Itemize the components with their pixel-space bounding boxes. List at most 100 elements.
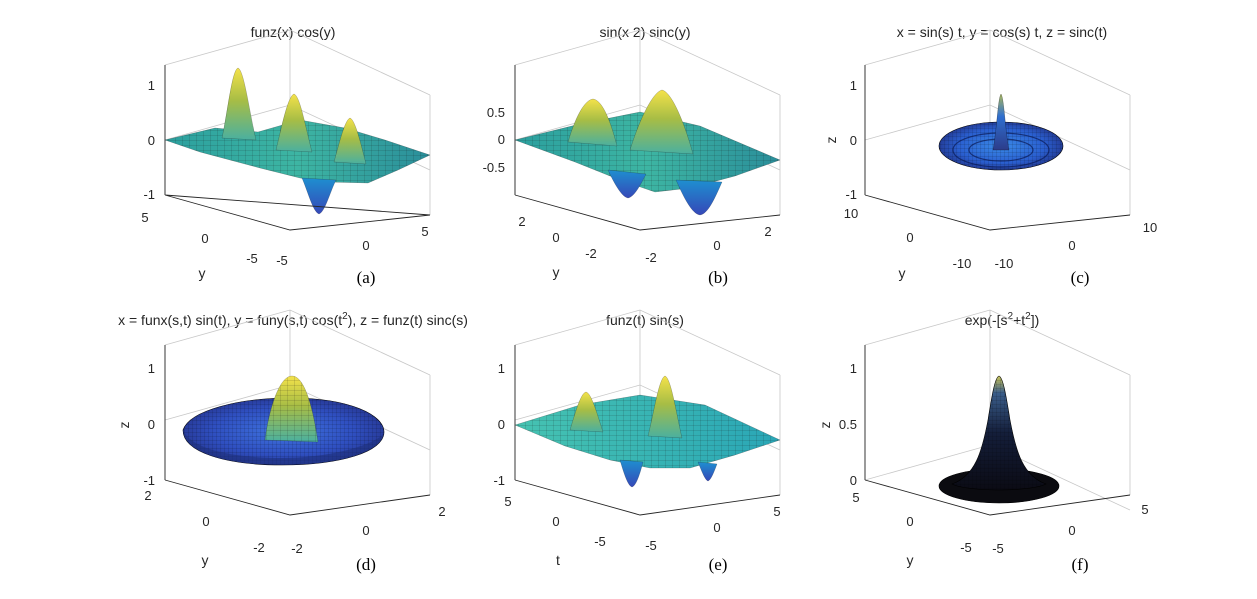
panel-label-c: (c) (1071, 268, 1090, 287)
axes-a: 1 0 -1 5 0 -5 -5 0 5 y (141, 65, 431, 281)
xtick-d-3: 2 (438, 504, 445, 519)
zlabel-f: z (817, 422, 833, 429)
surface-b (514, 89, 781, 216)
trough-b2 (675, 179, 723, 216)
axes-b: 0.5 0 -0.5 2 0 -2 -2 0 2 y (483, 65, 781, 280)
ytick-d-3: -2 (253, 540, 265, 555)
peak-c (992, 93, 1010, 151)
axes-d: 1 0 -1 z 2 0 -2 -2 0 2 y (116, 345, 446, 568)
axes-e: 1 0 -1 5 0 -5 -5 0 5 t (493, 345, 781, 568)
surface-a (164, 67, 431, 215)
trough-a (301, 177, 337, 215)
ztick-e-2: 0 (498, 417, 505, 432)
ytick-a-2: 0 (201, 231, 208, 246)
ztick-d-2: 0 (148, 417, 155, 432)
title-f: exp(-[s2+t2]) (965, 311, 1040, 328)
ztick-c-2: 0 (850, 133, 857, 148)
ylabel-f: y (907, 552, 914, 568)
zlabel-c: z (823, 137, 839, 144)
peak-b1 (567, 98, 618, 147)
ylabel-a: y (199, 265, 206, 281)
ytick-d-2: 0 (202, 514, 209, 529)
ytick-e-1: 5 (504, 494, 511, 509)
ztick-f-2: 0.5 (839, 417, 857, 432)
peak-a1 (221, 67, 257, 141)
xtick-a-2: 0 (362, 238, 369, 253)
ylabel-d: y (202, 552, 209, 568)
ztick-b-1: 0.5 (487, 105, 505, 120)
ytick-e-3: -5 (594, 534, 606, 549)
ztick-f-3: 0 (850, 473, 857, 488)
xtick-f-2: 0 (1068, 523, 1075, 538)
panel-label-e: (e) (709, 555, 728, 574)
ytick-f-1: 5 (852, 490, 859, 505)
ytick-e-2: 0 (552, 514, 559, 529)
trough-b1 (607, 169, 647, 199)
title-e: funz(t) sin(s) (606, 312, 684, 328)
ztick-c-3: -1 (845, 187, 857, 202)
xtick-c-2: 0 (1068, 238, 1075, 253)
xtick-e-1: -5 (645, 538, 657, 553)
box-c (864, 29, 1131, 215)
panel-label-d: (d) (356, 555, 376, 574)
peak-e2 (647, 375, 683, 439)
title-a: funz(x) cos(y) (251, 24, 336, 40)
subplot-c: x = sin(s) t, y = cos(s) t, z = sinc(t) … (823, 24, 1157, 287)
ytick-f-3: -5 (960, 540, 972, 555)
panel-label-f: (f) (1072, 555, 1089, 574)
subplot-b: sin(x 2) sinc(y) 0.5 0 -0.5 2 0 -2 -2 0 … (483, 24, 781, 287)
xtick-a-1: -5 (276, 253, 288, 268)
zlabel-d: z (116, 422, 132, 429)
surface-d (182, 375, 385, 466)
title-c: x = sin(s) t, y = cos(s) t, z = sinc(t) (897, 24, 1107, 40)
subplot-e: funz(t) sin(s) 1 0 -1 5 0 -5 -5 0 5 t (e… (493, 309, 781, 574)
trough-e1 (619, 459, 644, 488)
ztick-d-3: -1 (143, 473, 155, 488)
xtick-a-3: 5 (421, 224, 428, 239)
peak-a3 (333, 117, 367, 165)
ztick-f-1: 1 (850, 361, 857, 376)
ytick-d-1: 2 (144, 488, 151, 503)
xtick-c-3: 10 (1143, 220, 1157, 235)
xtick-f-1: -5 (992, 541, 1004, 556)
peak-a2 (275, 93, 313, 153)
surface-f (938, 375, 1060, 504)
ytick-f-2: 0 (906, 514, 913, 529)
xtick-d-1: -2 (291, 541, 303, 556)
ytick-a-3: -5 (246, 251, 258, 266)
ztick-b-2: 0 (498, 132, 505, 147)
ztick-c-1: 1 (850, 78, 857, 93)
peak-b2 (629, 89, 694, 155)
subplot-d: x = funx(s,t) sin(t), y = funy(s,t) cos(… (116, 309, 468, 574)
ylabel-b: y (553, 264, 560, 280)
ylabel-e: t (556, 552, 560, 568)
ytick-b-3: -2 (585, 246, 597, 261)
axes-c: 1 0 -1 z 10 0 -10 -10 0 10 y (823, 65, 1157, 281)
peak-e1 (569, 391, 604, 433)
ztick-e-3: -1 (493, 473, 505, 488)
panel-label-a: (a) (357, 268, 376, 287)
surface-e (514, 375, 781, 488)
ztick-a-1: 1 (148, 78, 155, 93)
ytick-c-3: -10 (953, 256, 972, 271)
xtick-b-3: 2 (764, 224, 771, 239)
xtick-d-2: 0 (362, 523, 369, 538)
ylabel-c: y (899, 265, 906, 281)
ytick-c-1: 10 (844, 206, 858, 221)
ztick-e-1: 1 (498, 361, 505, 376)
ztick-b-3: -0.5 (483, 160, 505, 175)
xtick-b-2: 0 (713, 238, 720, 253)
surface-c (938, 93, 1064, 171)
xtick-e-2: 0 (713, 520, 720, 535)
ztick-a-2: 0 (148, 133, 155, 148)
ytick-c-2: 0 (906, 230, 913, 245)
axes-f: 1 0.5 0 z 5 0 -5 -5 0 5 y (817, 345, 1149, 568)
subplot-f: exp(-[s2+t2]) 1 0.5 0 z 5 0 -5 -5 0 5 y … (817, 309, 1149, 574)
xtick-c-1: -10 (995, 256, 1014, 271)
ytick-b-2: 0 (552, 230, 559, 245)
xtick-b-1: -2 (645, 250, 657, 265)
xtick-f-3: 5 (1141, 502, 1148, 517)
ytick-a-1: 5 (141, 210, 148, 225)
ztick-d-1: 1 (148, 361, 155, 376)
